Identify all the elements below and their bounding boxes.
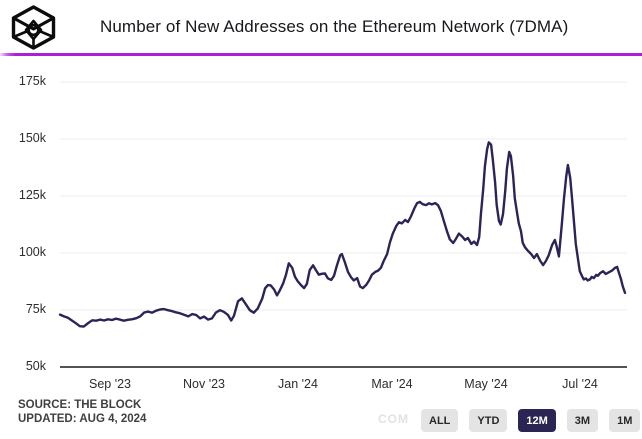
- x-tick-label: Nov '23: [183, 377, 225, 391]
- y-tick-label: 125k: [18, 188, 46, 202]
- y-tick-label: 150k: [18, 131, 46, 145]
- y-tick-label: 175k: [18, 74, 46, 88]
- y-tick-label: 50k: [25, 359, 46, 373]
- range-selector: ALL YTD 12M 3M 1M: [421, 409, 641, 432]
- updated-label: UPDATED: AUG 4, 2024: [18, 413, 147, 425]
- x-tick-label: Mar '24: [371, 377, 413, 391]
- data-series-line: [58, 141, 627, 328]
- range-button-12m[interactable]: 12M: [518, 409, 556, 432]
- range-button-3m[interactable]: 3M: [566, 409, 599, 432]
- the-block-logo-icon: [11, 5, 56, 50]
- x-tick-label: May '24: [464, 377, 508, 391]
- range-button-all[interactable]: ALL: [421, 409, 459, 432]
- accent-divider: [0, 53, 642, 56]
- watermark-fragment: COM: [378, 412, 409, 426]
- x-tick-label: Sep '23: [88, 377, 131, 391]
- source-label: SOURCE: THE BLOCK: [18, 399, 142, 411]
- source-block: SOURCE: THE BLOCK UPDATED: AUG 4, 2024: [18, 398, 146, 426]
- chart-title: Number of New Addresses on the Ethereum …: [100, 17, 569, 36]
- y-tick-label: 75k: [25, 302, 46, 316]
- range-button-1m[interactable]: 1M: [609, 409, 641, 432]
- range-button-ytd[interactable]: YTD: [469, 409, 508, 432]
- x-tick-label: Jul '24: [562, 377, 598, 391]
- y-tick-label: 100k: [18, 245, 46, 259]
- x-tick-label: Jan '24: [278, 377, 318, 391]
